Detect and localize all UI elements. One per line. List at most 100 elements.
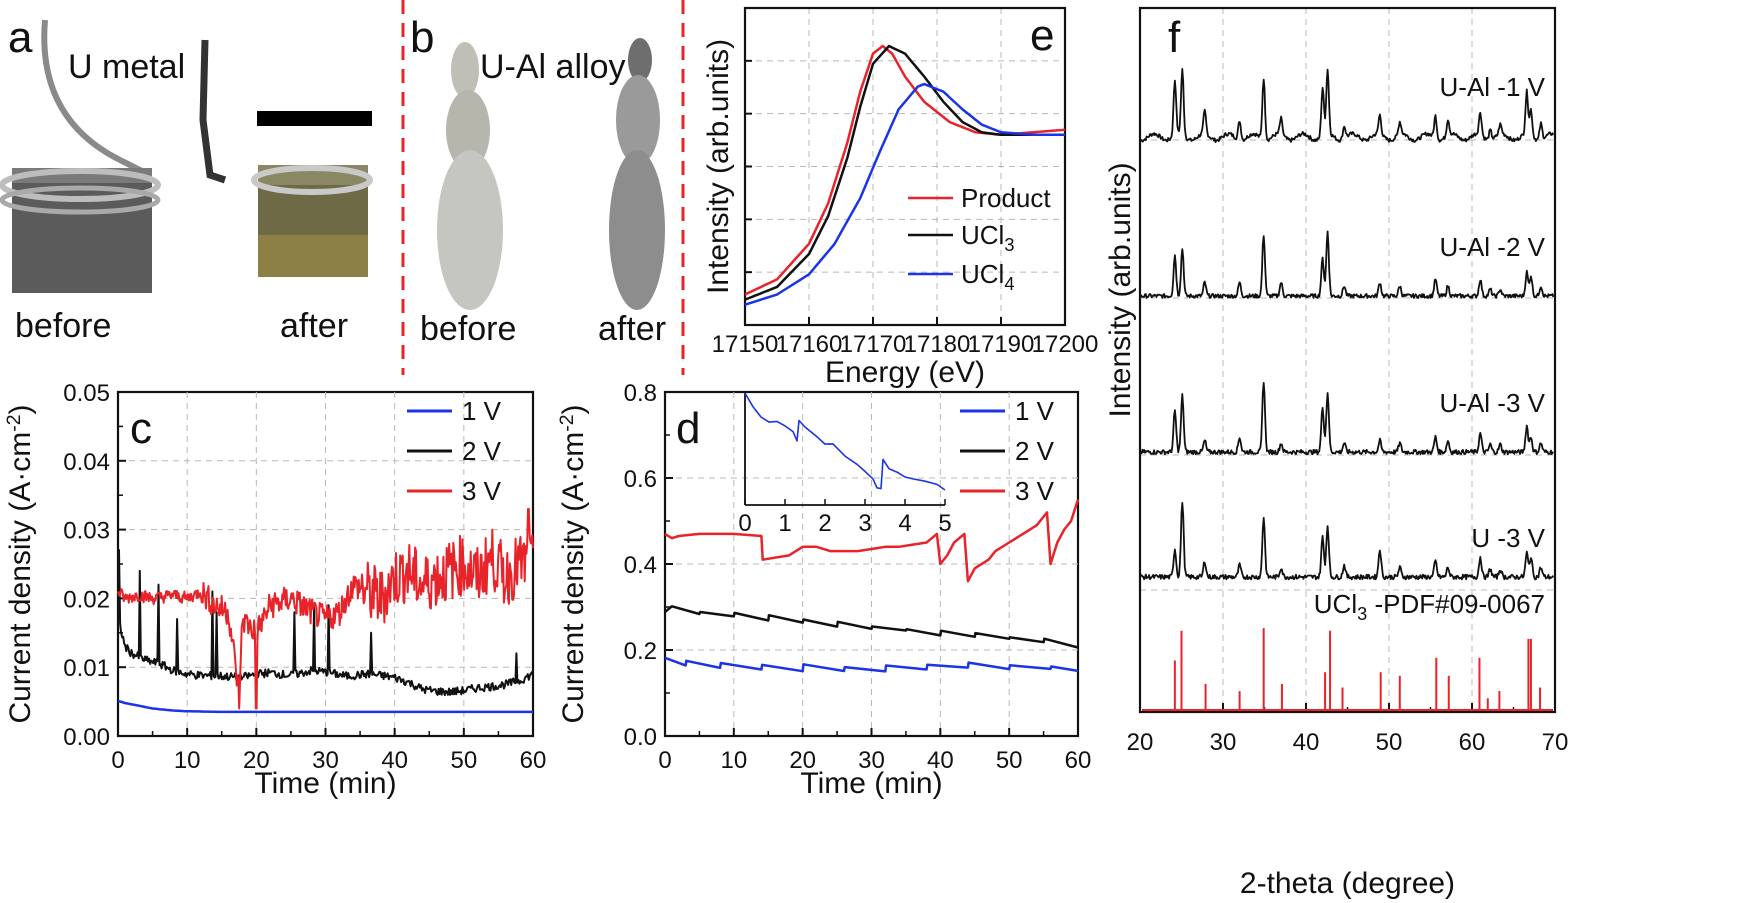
legend-label-base: UCl [961,220,1004,250]
xrd-pattern [1139,230,1555,299]
panel-a-letter: a [8,13,33,62]
y-axis-title-sup: -2 [3,414,25,431]
inset-x-tick-label: 1 [778,510,791,537]
x-tick-label: 17150 [712,331,779,358]
y-tick-label: 0.4 [624,552,657,579]
reference-label: UCl3 -PDF#09-0067 [1314,589,1545,624]
xrd-pattern [1140,501,1555,581]
panel-f-chart: 20 30 40 50 60 70 f 2-theta (degree) Intensity (… [1104,6,1568,900]
pattern-label: U-Al -3 V [1440,388,1546,418]
x-tick-label: 0 [658,747,671,774]
y-axis-title-end: ) [4,404,37,414]
x-tick-label: 30 [312,747,339,774]
u-al-alloy-before-photo-icon [437,42,503,310]
plot-frame [743,6,1067,327]
x-tick-label: 0 [111,747,124,774]
series-1v [117,699,533,714]
panel-c-chart: 0 10 20 30 40 50 60 0.00 0.01 0.02 0.03 0.04 0.05 c Ti… [3,380,546,800]
scale-bar [257,111,372,126]
panel-a-before-label: before [15,307,111,345]
legend-label: 2 V [462,436,502,466]
inset-x-tick-label: 5 [938,510,951,537]
legend-label: 3 V [1015,476,1055,506]
y-tick-label: 0.02 [63,586,110,613]
panel-e-letter: e [1030,11,1054,60]
panel-b-title: U-Al alloy [480,48,625,86]
x-tick-label: 50 [450,747,477,774]
series-ucl4 [744,82,1065,306]
legend-label: 1 V [1015,396,1055,426]
legend-label: 3 V [462,476,502,506]
legend-label: 2 V [1015,436,1055,466]
u-al-alloy-after-photo-icon [609,38,665,310]
y-axis-title: Intensity (arb.units) [702,39,735,294]
y-axis-title-base: Current density (A·cm [4,432,37,724]
x-tick-label: 30 [1210,729,1237,756]
panel-b-letter: b [410,13,434,62]
legend-label: 1 V [462,396,502,426]
series-3v [117,508,534,710]
inset-x-tick-label: 4 [898,510,911,537]
series-2v [664,605,1079,649]
panel-f-letter: f [1168,13,1181,62]
x-tick-label: 30 [858,747,885,774]
reference-label-rest: -PDF#09-0067 [1367,589,1545,619]
x-tick-label: 17200 [1032,331,1099,358]
inset-x-tick-label: 0 [738,510,751,537]
inset-x-tick-label: 3 [858,510,871,537]
panel-c-letter: c [130,404,152,453]
y-axis-title: Current density (A·cm-2) [556,404,590,723]
legend-label-sub: 4 [1004,274,1014,294]
y-tick-label: 0.03 [63,518,110,545]
y-axis-title-sup: -2 [556,414,578,431]
x-tick-label: 60 [1459,729,1486,756]
y-tick-label: 0.0 [624,724,657,751]
panel-a: a U metal before after [0,13,373,345]
x-tick-label: 40 [927,747,954,774]
y-axis-title-end: ) [557,404,590,414]
series-ucl3 [744,44,1065,301]
reference-label-base: UCl [1314,589,1357,619]
pattern-label: U-Al -2 V [1440,232,1546,262]
panel-a-after-label: after [280,307,348,345]
x-axis-title: Time (min) [800,767,942,800]
x-axis-title: Time (min) [254,767,396,800]
inset-series [744,392,946,491]
x-tick-label: 10 [174,747,201,774]
panel-b-after-label: after [598,310,666,348]
series-product [744,44,1066,296]
y-tick-label: 0.8 [624,380,657,407]
xrd-pattern [1139,381,1554,456]
x-tick-label: 50 [996,747,1023,774]
panel-a-title: U metal [68,48,185,86]
legend-label-sub: 3 [1004,235,1014,255]
x-tick-label: 17170 [840,331,907,358]
x-tick-label: 60 [1065,747,1092,774]
x-tick-label: 20 [243,747,270,774]
y-axis-title-base: Current density (A·cm [557,432,590,724]
x-axis-title: Energy (eV) [825,356,985,389]
xrd-pattern [1140,68,1555,144]
legend-label: UCl3 [961,220,1014,255]
x-tick-label: 20 [789,747,816,774]
y-axis-title: Intensity (arb.units) [1104,162,1137,417]
panel-b-before-label: before [420,310,516,348]
x-tick-label: 17160 [776,331,843,358]
y-tick-label: 0.6 [624,466,657,493]
x-tick-label: 10 [720,747,747,774]
reference-label-sub: 3 [1357,604,1367,624]
panel-b: b U-Al alloy before after [410,13,666,348]
x-tick-label: 40 [1293,729,1320,756]
y-tick-label: 0.01 [63,655,110,682]
series-3v [664,499,1080,583]
y-axis-title: Current density (A·cm-2) [3,404,37,723]
inset-x-tick-label: 2 [818,510,831,537]
legend-label-base: UCl [961,259,1004,289]
u-metal-after-photo-icon [199,39,373,277]
y-tick-label: 0.00 [63,724,110,751]
legend-label: UCl4 [961,259,1014,294]
